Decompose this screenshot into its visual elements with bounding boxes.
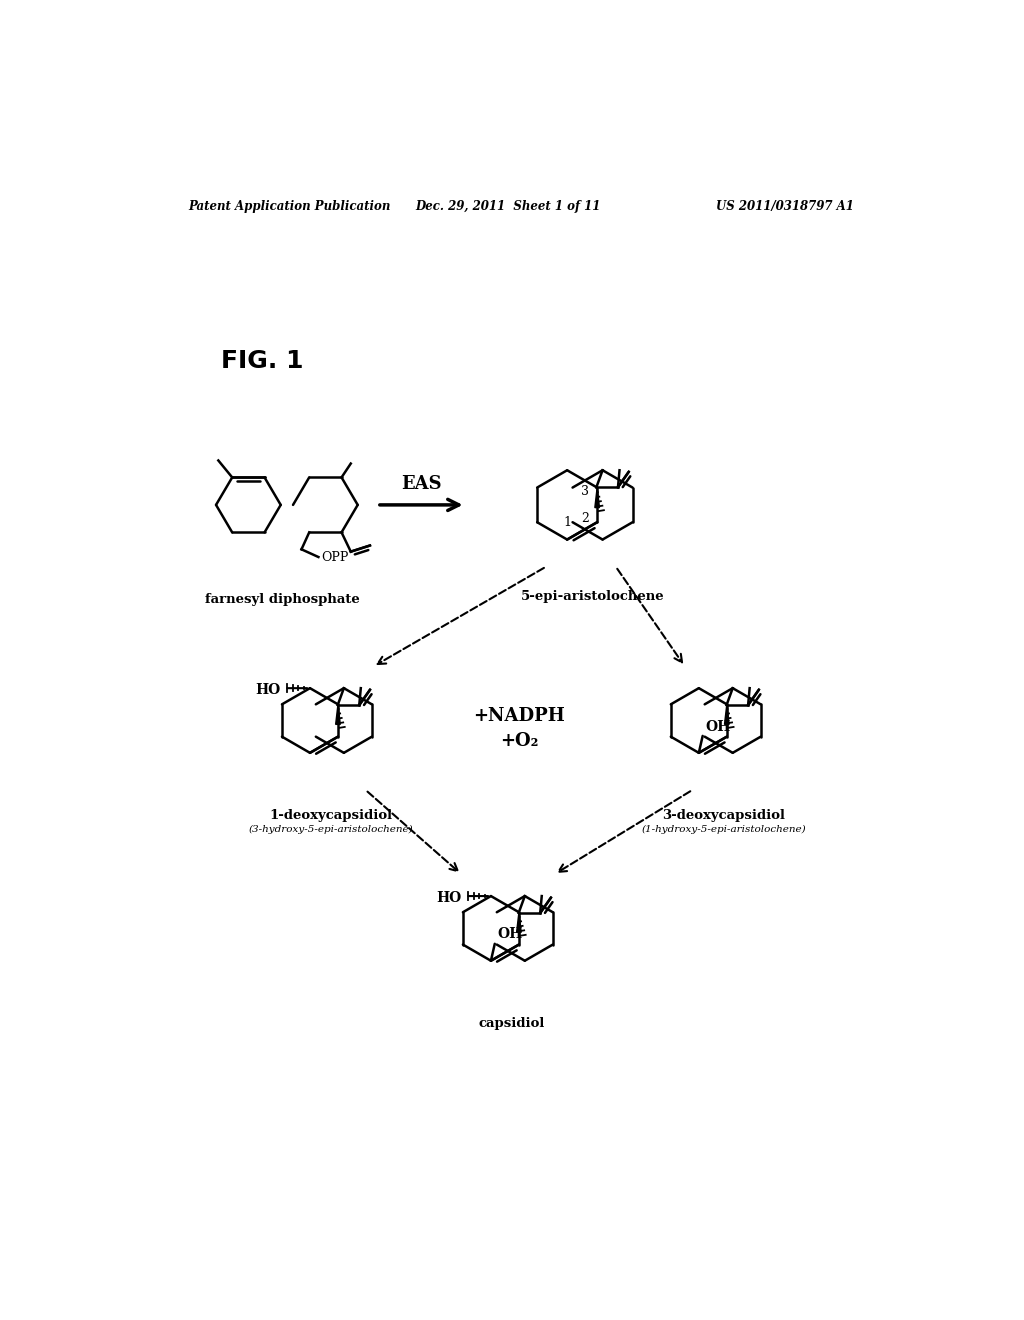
Text: (3-hydroxy-5-epi-aristolochene): (3-hydroxy-5-epi-aristolochene) [249, 825, 413, 833]
Text: EAS: EAS [401, 475, 441, 494]
Text: Dec. 29, 2011  Sheet 1 of 11: Dec. 29, 2011 Sheet 1 of 11 [415, 199, 600, 213]
Text: (1-hydroxy-5-epi-aristolochene): (1-hydroxy-5-epi-aristolochene) [641, 825, 806, 833]
Text: HO: HO [436, 891, 462, 904]
Text: 2: 2 [582, 512, 590, 525]
Text: 3-deoxycapsidiol: 3-deoxycapsidiol [662, 809, 785, 822]
Polygon shape [595, 487, 599, 508]
Polygon shape [725, 705, 729, 725]
Text: Patent Application Publication: Patent Application Publication [188, 199, 391, 213]
Text: HO: HO [255, 682, 281, 697]
Text: OH: OH [498, 928, 523, 941]
Text: US 2011/0318797 A1: US 2011/0318797 A1 [717, 199, 854, 213]
Text: OH: OH [706, 719, 731, 734]
Polygon shape [517, 912, 521, 932]
Text: 1: 1 [563, 516, 571, 529]
Text: OPP: OPP [321, 550, 348, 564]
Text: farnesyl diphosphate: farnesyl diphosphate [205, 594, 359, 606]
Text: 5-epi-aristolochene: 5-epi-aristolochene [521, 590, 665, 603]
Text: 1-deoxycapsidiol: 1-deoxycapsidiol [269, 809, 392, 822]
Polygon shape [336, 705, 340, 725]
Text: +NADPH
+O₂: +NADPH +O₂ [473, 706, 565, 750]
Text: capsidiol: capsidiol [478, 1016, 545, 1030]
Text: 3: 3 [582, 484, 590, 498]
Text: FIG. 1: FIG. 1 [221, 350, 304, 374]
